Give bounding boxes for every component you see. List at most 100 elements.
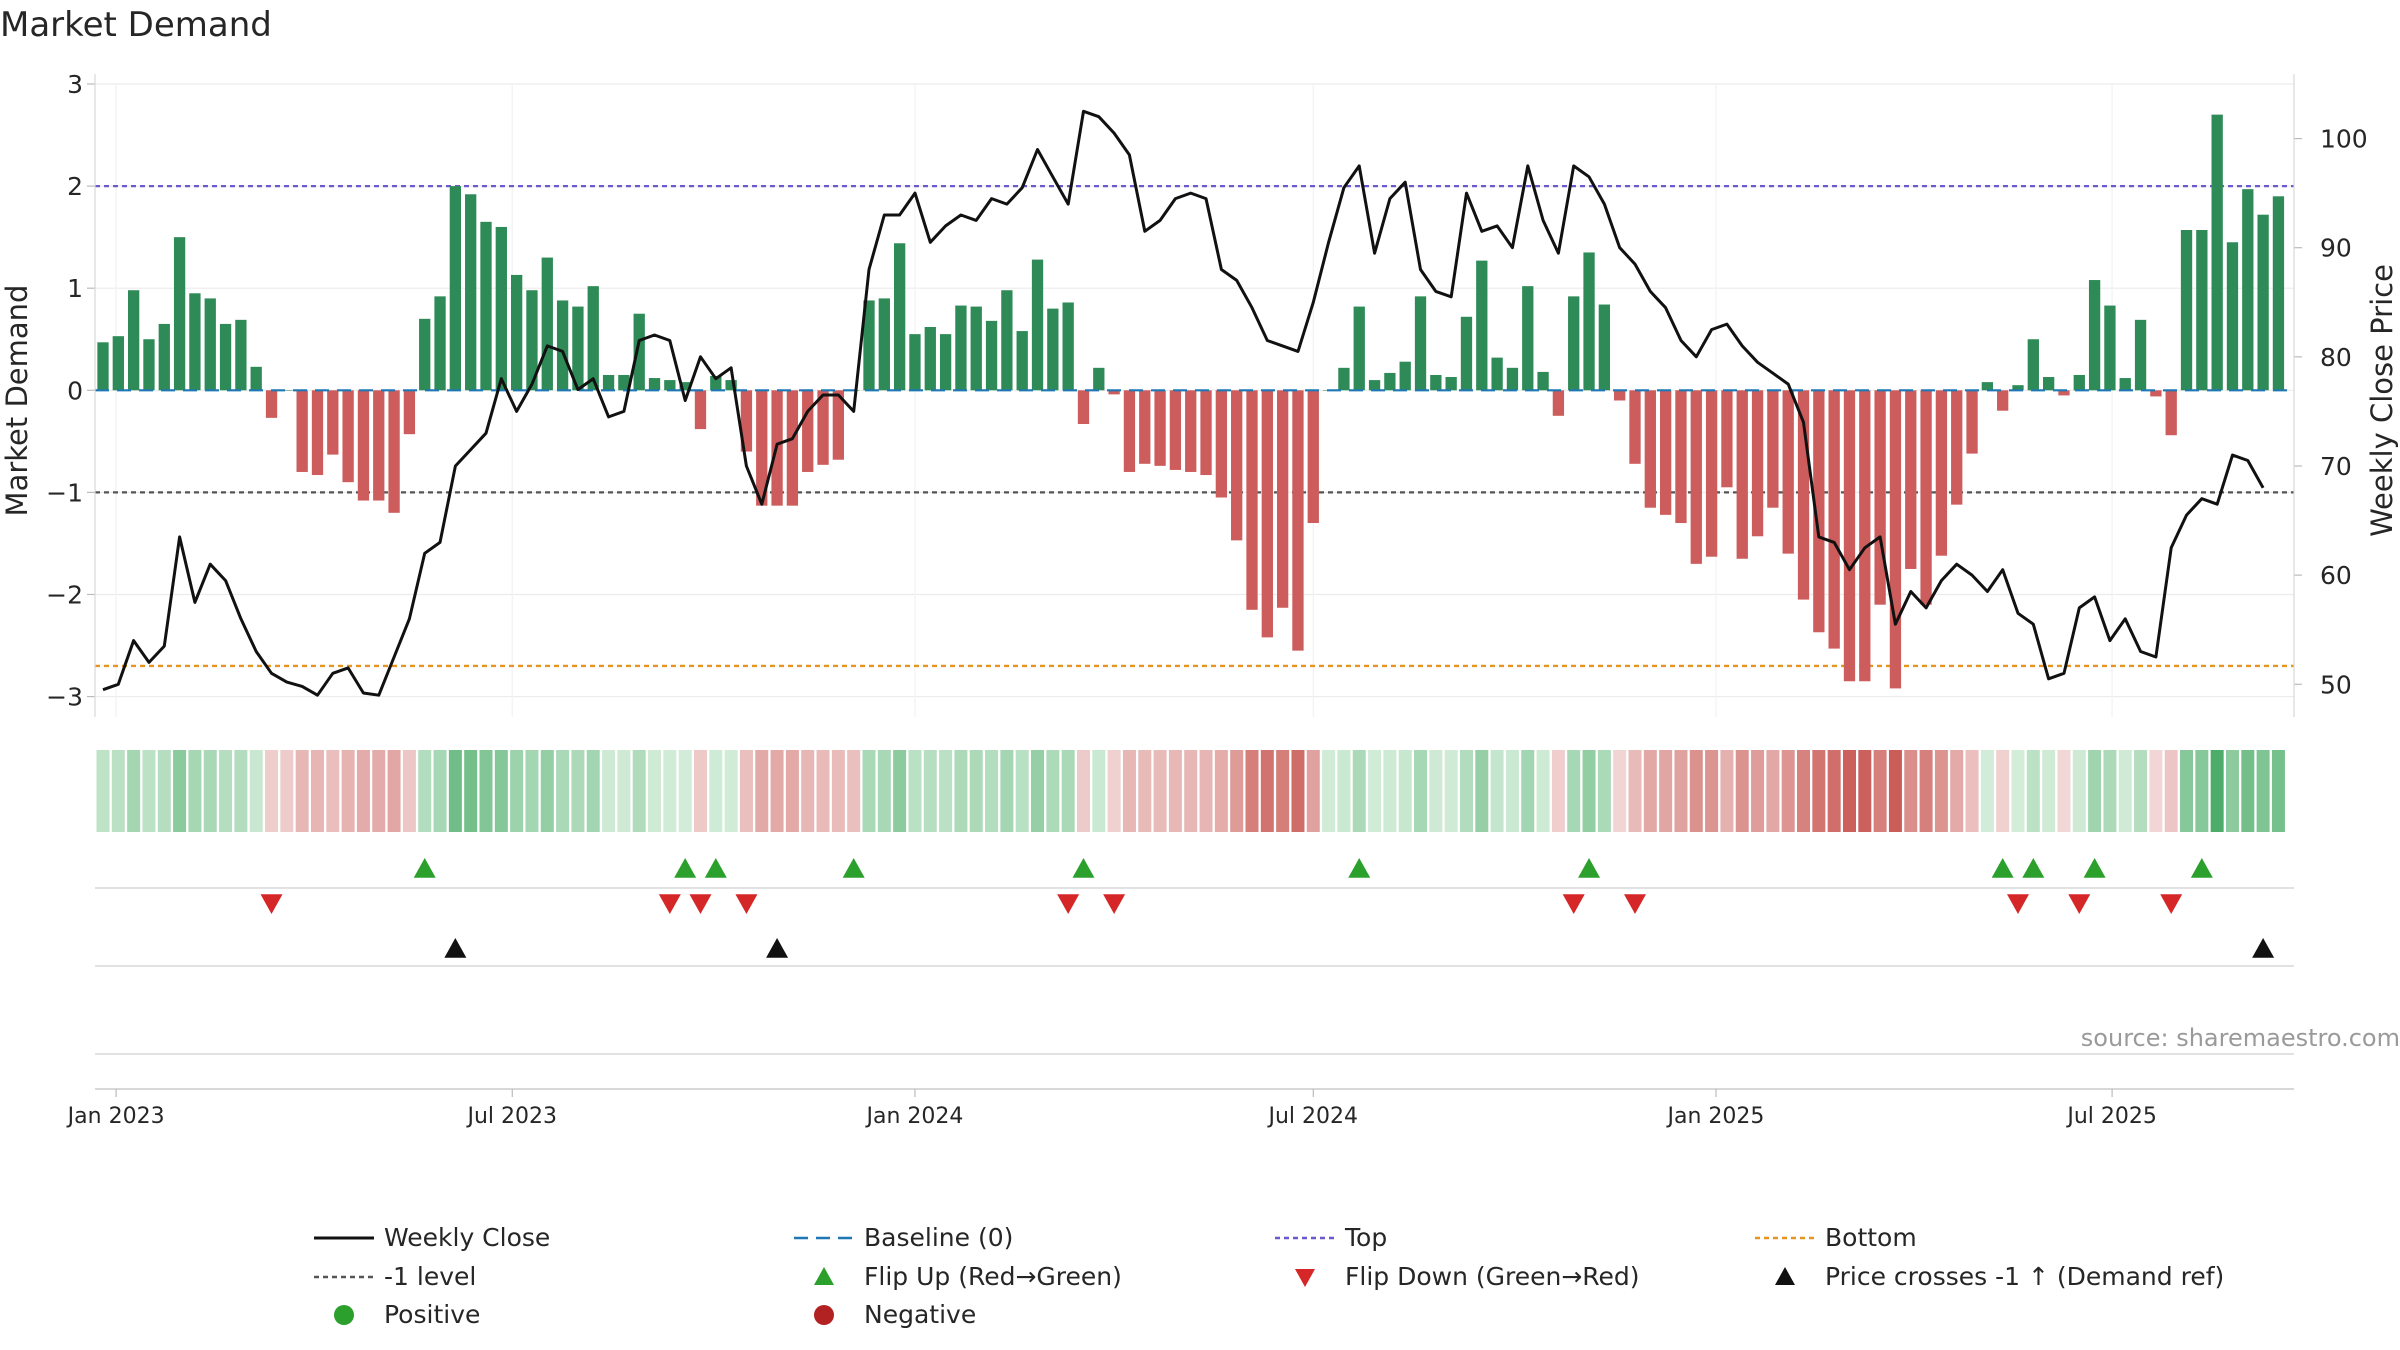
negative-demand-bar bbox=[740, 390, 753, 452]
flip-down-marker bbox=[1562, 894, 1585, 914]
positive-demand-bar bbox=[2257, 214, 2269, 391]
positive-demand-bar bbox=[2242, 189, 2254, 391]
y-right-tick-label: 90 bbox=[2320, 234, 2352, 263]
positive-demand-bar bbox=[449, 186, 462, 391]
positive-demand-bar bbox=[1445, 377, 1457, 391]
positive-band-cell bbox=[1368, 750, 1382, 832]
flip-up-marker bbox=[842, 858, 865, 878]
positive-demand-bar bbox=[250, 366, 262, 391]
positive-demand-bar bbox=[2134, 319, 2147, 391]
y-right-tick-label: 50 bbox=[2320, 670, 2352, 699]
legend-swatch bbox=[1295, 1269, 1315, 1287]
positive-demand-bar bbox=[1476, 260, 1488, 391]
positive-demand-bar bbox=[1368, 380, 1381, 391]
negative-demand-bar bbox=[802, 390, 814, 472]
source-note: source: sharemaestro.com bbox=[2081, 1024, 2400, 1052]
positive-band-cell bbox=[203, 750, 217, 832]
positive-band-cell bbox=[1980, 750, 1994, 832]
positive-band-cell bbox=[249, 750, 263, 832]
flip-up-marker bbox=[674, 858, 697, 878]
positive-demand-bar bbox=[173, 237, 186, 391]
positive-band-cell bbox=[2195, 750, 2209, 832]
negative-band-cell bbox=[1689, 750, 1703, 832]
positive-band-cell bbox=[1459, 750, 1473, 832]
positive-demand-bar bbox=[1537, 371, 1549, 391]
positive-demand-bar bbox=[112, 336, 124, 391]
negative-band-cell bbox=[693, 750, 707, 832]
legend-label: Flip Down (Green→Red) bbox=[1345, 1262, 1640, 1291]
flip-down-marker bbox=[1057, 894, 1080, 914]
negative-band-cell bbox=[755, 750, 769, 832]
negative-band-cell bbox=[1812, 750, 1826, 832]
negative-band-cell bbox=[1628, 750, 1642, 832]
positive-band-cell bbox=[1000, 750, 1014, 832]
y-tick-label: 0 bbox=[67, 376, 83, 405]
negative-demand-bar bbox=[2165, 390, 2177, 436]
positive-band-cell bbox=[188, 750, 202, 832]
positive-demand-bar bbox=[480, 221, 492, 391]
negative-band-cell bbox=[1245, 750, 1259, 832]
legend-item-weekly-close: Weekly Close bbox=[314, 1223, 550, 1252]
weekly-close-line bbox=[102, 109, 2265, 697]
positive-band-cell bbox=[1337, 750, 1351, 832]
positive-demand-bar bbox=[939, 334, 952, 391]
positive-demand-bar bbox=[1016, 331, 1028, 391]
positive-band-cell bbox=[540, 750, 554, 832]
positive-demand-bar bbox=[495, 226, 507, 391]
positive-demand-bar bbox=[1399, 361, 1411, 391]
positive-demand-bar bbox=[2272, 196, 2285, 391]
legend-item-flip-up: Flip Up (Red→Green) bbox=[814, 1262, 1122, 1291]
y-tick-label: 3 bbox=[67, 70, 83, 99]
negative-demand-bar bbox=[1705, 390, 1718, 557]
negative-band-cell bbox=[1168, 750, 1182, 832]
positive-demand-bar bbox=[725, 380, 737, 391]
negative-demand-bar bbox=[1629, 390, 1641, 464]
flip-down-marker bbox=[735, 894, 758, 914]
negative-demand-bar bbox=[2150, 390, 2162, 397]
negative-band-cell bbox=[1766, 750, 1780, 832]
positive-band-cell bbox=[433, 750, 447, 832]
x-tick-label: Jul 2024 bbox=[1267, 1104, 1359, 1129]
legend-label: Top bbox=[1344, 1223, 1387, 1252]
y-right-axis-label: Weekly Close Price bbox=[2365, 264, 2399, 537]
positive-demand-bar bbox=[526, 290, 538, 391]
positive-demand-bar bbox=[679, 382, 691, 391]
flip-up-marker bbox=[2022, 858, 2045, 878]
negative-demand-bar bbox=[1276, 390, 1289, 608]
flip-down-marker bbox=[2007, 894, 2029, 914]
legend-swatch bbox=[1775, 1267, 1795, 1285]
positive-demand-bar bbox=[1031, 259, 1044, 391]
positive-demand-bar bbox=[556, 300, 569, 391]
negative-demand-bar bbox=[1123, 390, 1136, 472]
negative-band-cell bbox=[1904, 750, 1918, 832]
positive-band-cell bbox=[510, 750, 524, 832]
negative-band-cell bbox=[1306, 750, 1320, 832]
negative-band-cell bbox=[1107, 750, 1121, 832]
cross-markers-row bbox=[95, 938, 2294, 967]
negative-band-cell bbox=[1873, 750, 1887, 832]
flip-down-marker bbox=[260, 894, 283, 914]
negative-demand-bar bbox=[1552, 390, 1565, 416]
negative-demand-bar bbox=[832, 390, 845, 460]
negative-band-cell bbox=[1720, 750, 1734, 832]
x-tick-label: Jan 2023 bbox=[66, 1104, 165, 1129]
positive-demand-bar bbox=[1568, 296, 1580, 391]
positive-demand-bar bbox=[1093, 367, 1105, 391]
negative-band-cell bbox=[1199, 750, 1213, 832]
negative-demand-bar bbox=[1231, 390, 1243, 541]
positive-band-cell bbox=[939, 750, 953, 832]
price-cross-marker bbox=[766, 938, 789, 958]
negative-demand-bar bbox=[373, 390, 385, 501]
positive-band-cell bbox=[571, 750, 585, 832]
negative-band-cell bbox=[295, 750, 309, 832]
negative-demand-bar bbox=[1185, 390, 1197, 472]
positive-demand-bar bbox=[602, 374, 615, 391]
positive-demand-bar bbox=[1491, 357, 1503, 391]
negative-demand-bar bbox=[1200, 390, 1212, 476]
positive-demand-bar bbox=[924, 326, 936, 391]
y-right-tick-label: 100 bbox=[2320, 125, 2368, 154]
legend-label: Weekly Close bbox=[384, 1223, 550, 1252]
positive-band-cell bbox=[1031, 750, 1045, 832]
negative-band-cell bbox=[801, 750, 815, 832]
